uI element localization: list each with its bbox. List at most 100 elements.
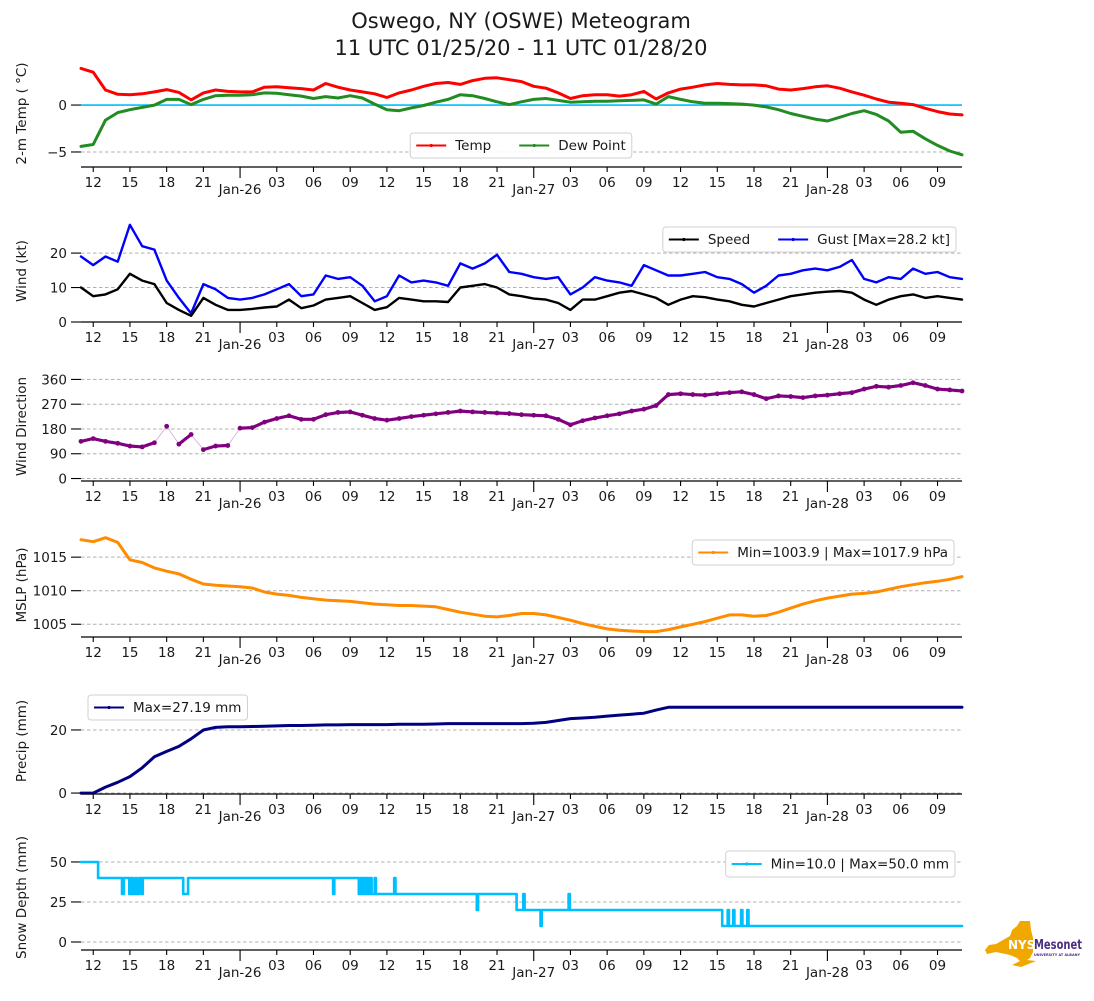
x-tick-label: 18 — [158, 330, 175, 346]
logo-mesonet-text: Mesonet — [1034, 938, 1082, 953]
wind-direction-point — [763, 396, 769, 402]
x-tick-label: 15 — [121, 645, 138, 661]
legend-label: Gust [Max=28.2 kt] — [817, 232, 950, 248]
x-tick-label: 18 — [158, 645, 175, 661]
x-tick-label: 21 — [488, 330, 505, 346]
nys-mesonet-logo: NYS Mesonet UNIVERSITY AT ALBANY — [985, 921, 1082, 967]
x-tick-label: 18 — [452, 802, 469, 818]
x-tick-label: 03 — [562, 802, 579, 818]
x-tick-label: 12 — [378, 958, 395, 974]
wind-direction-point — [152, 440, 157, 446]
y-tick-label: 20 — [50, 246, 67, 262]
x-tick-label: 21 — [195, 802, 212, 818]
x-tick-label: 21 — [195, 958, 212, 974]
x-tick-label: 09 — [929, 958, 946, 974]
legend-label: Min=10.0 | Max=50.0 mm — [771, 857, 949, 873]
x-date-tick-label: Jan-27 — [511, 652, 555, 668]
wind-direction-point — [825, 392, 830, 398]
wind-direction-point — [433, 411, 439, 417]
y-axis-label: Wind (kt) — [14, 240, 30, 302]
y-tick-label: 0 — [58, 471, 67, 487]
x-tick-label: 03 — [268, 802, 285, 818]
x-tick-label: 21 — [195, 489, 212, 505]
y-tick-label: 20 — [50, 723, 67, 739]
wind-direction-point — [641, 406, 647, 412]
x-tick-label: 15 — [415, 958, 432, 974]
wind-direction-point — [690, 392, 696, 397]
x-tick-label: 15 — [121, 489, 138, 505]
x-tick-label: 15 — [709, 645, 726, 661]
x-tick-label: 18 — [452, 175, 469, 191]
x-tick-label: 12 — [672, 489, 689, 505]
wind-direction-point — [139, 444, 145, 450]
wind-direction-point — [298, 416, 304, 422]
x-tick-label: 15 — [121, 958, 138, 974]
wind-direction-point — [800, 395, 806, 400]
wind-direction-point — [788, 394, 794, 399]
legend-marker — [711, 550, 715, 555]
logo-nys-text: NYS — [1008, 938, 1035, 952]
x-tick-label: 21 — [488, 958, 505, 974]
legend: Min=1003.9 | Max=1017.9 hPa — [691, 539, 955, 566]
legend-marker — [745, 862, 749, 866]
x-tick-label: 09 — [929, 802, 946, 818]
x-tick-label: 03 — [856, 958, 873, 974]
wind-direction-point — [531, 412, 537, 418]
wind-direction-point — [164, 423, 170, 429]
x-date-tick-label: Jan-26 — [218, 496, 262, 512]
x-tick-label: 15 — [415, 802, 432, 818]
x-tick-label: 21 — [195, 645, 212, 661]
y-axis-label: MSLP (hPa) — [14, 547, 30, 622]
x-tick-label: 15 — [121, 802, 138, 818]
panel-snow-depth: 0 25 50 Snow Depth (mm) 12 15 18 21 Jan-26 03 06 09… — [14, 836, 964, 981]
x-tick-label: 09 — [342, 489, 359, 505]
x-tick-label: 12 — [378, 330, 395, 346]
x-tick-label: 21 — [488, 489, 505, 505]
wind-direction-point — [592, 415, 598, 421]
x-tick-label: 03 — [268, 330, 285, 346]
y-tick-label: 1015 — [33, 550, 67, 566]
x-tick-label: 09 — [635, 175, 652, 191]
x-tick-label: 18 — [158, 802, 175, 818]
x-tick-label: 15 — [709, 802, 726, 818]
wind-direction-point — [849, 390, 855, 396]
x-tick-label: 03 — [856, 489, 873, 505]
x-tick-label: 03 — [562, 645, 579, 661]
wind-direction-point — [873, 383, 879, 389]
x-tick-label: 09 — [342, 175, 359, 191]
y-tick-label: −5 — [47, 145, 67, 161]
x-tick-label: 21 — [782, 958, 799, 974]
wind-direction-point — [347, 409, 353, 415]
x-date-tick-label: Jan-28 — [805, 337, 849, 353]
x-tick-label: 06 — [892, 330, 909, 346]
x-tick-label: 06 — [892, 958, 909, 974]
x-tick-label: 15 — [709, 489, 726, 505]
legend-marker — [429, 143, 433, 148]
wind-direction-point — [959, 388, 965, 394]
x-tick-label: 03 — [268, 489, 285, 505]
x-tick-label: 09 — [929, 645, 946, 661]
x-tick-label: 12 — [85, 802, 102, 818]
legend: Min=10.0 | Max=50.0 mm — [725, 850, 956, 878]
wind-direction-point — [543, 413, 549, 419]
y-tick-label: 90 — [50, 447, 67, 463]
x-tick-label: 18 — [158, 489, 175, 505]
y-tick-label: 1005 — [33, 617, 67, 633]
x-tick-label: 06 — [305, 330, 322, 346]
x-date-tick-label: Jan-27 — [511, 496, 555, 512]
wind-direction-point — [580, 418, 586, 424]
x-tick-label: 03 — [562, 175, 579, 191]
speed-line — [79, 272, 964, 317]
wind-direction-point — [898, 383, 904, 388]
x-tick-label: 12 — [378, 175, 395, 191]
x-tick-label: 12 — [672, 645, 689, 661]
x-tick-label: 12 — [672, 175, 689, 191]
x-tick-label: 06 — [892, 489, 909, 505]
wind-direction-point — [225, 443, 231, 448]
x-tick-label: 06 — [305, 175, 322, 191]
wind-direction-point — [384, 417, 390, 423]
x-tick-label: 21 — [488, 802, 505, 818]
x-date-tick-label: Jan-28 — [805, 809, 849, 825]
